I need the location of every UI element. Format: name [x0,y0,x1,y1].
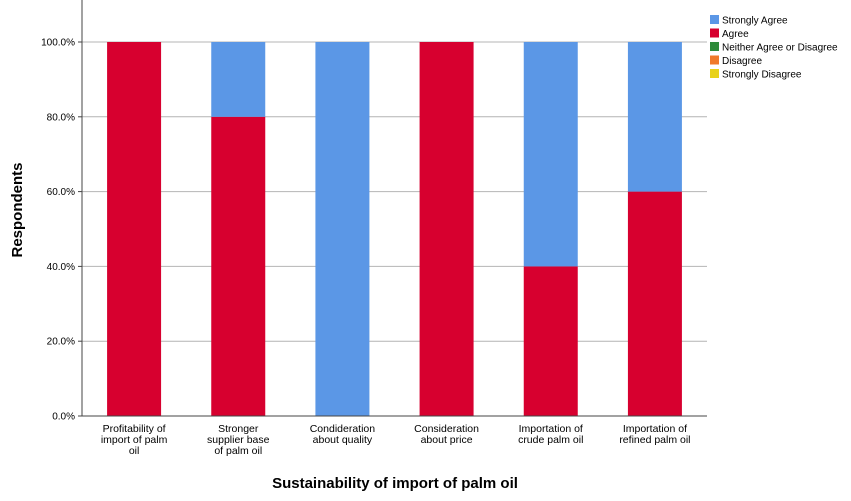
y-axis-title: Respondents [9,162,26,257]
legend-label: Agree [722,29,749,40]
bars [107,42,682,417]
axes [78,0,707,417]
legend-swatch [710,55,719,65]
bar-segment [211,42,266,117]
bar-segment [107,42,162,416]
bar-segment [211,116,266,417]
x-category-label: Importation of refined palm oil [619,423,690,446]
x-category-labels: Profitability of import of palm oil Stronge… [101,423,691,457]
y-tick-label: 100.0% [41,38,75,49]
bar-segment [627,42,682,192]
x-category-label: Condideration about quality [310,423,376,446]
legend-label: Strongly Agree [722,16,788,27]
bar-segment [627,191,682,416]
x-category-label: Stronger supplier base of palm oil [207,423,270,457]
x-category-label: Profitability of import of palm oil [101,423,168,457]
x-axis-title: Sustainability of import of palm oil [272,475,518,492]
y-tick-label: 60.0% [47,187,75,198]
y-tick-label: 20.0% [47,337,75,348]
bar-segment [523,266,578,416]
bar-segment [523,42,578,267]
legend-swatch [710,42,719,51]
legend-label: Strongly Disagree [722,70,802,81]
y-tick-labels: 0.0% 20.0% 40.0% 60.0% 80.0% 100.0% [41,38,75,423]
legend-label: Disagree [722,56,762,67]
y-tick-label: 40.0% [47,262,75,273]
legend-swatch [710,28,719,38]
x-category-label: Consideration about price [414,423,479,446]
y-tick-label: 80.0% [47,112,75,123]
gridlines [82,41,707,342]
bar-segment [419,42,474,416]
bar-segment [315,42,370,416]
x-category-label: Importation of crude palm oil [518,423,583,446]
legend-swatch [710,69,719,78]
legend-label: Neither Agree or Disagree [722,43,838,54]
legend-swatch [710,15,719,24]
legend: Strongly Agree Agree Neither Agree or Disa… [710,15,838,81]
y-tick-label: 0.0% [52,412,75,423]
